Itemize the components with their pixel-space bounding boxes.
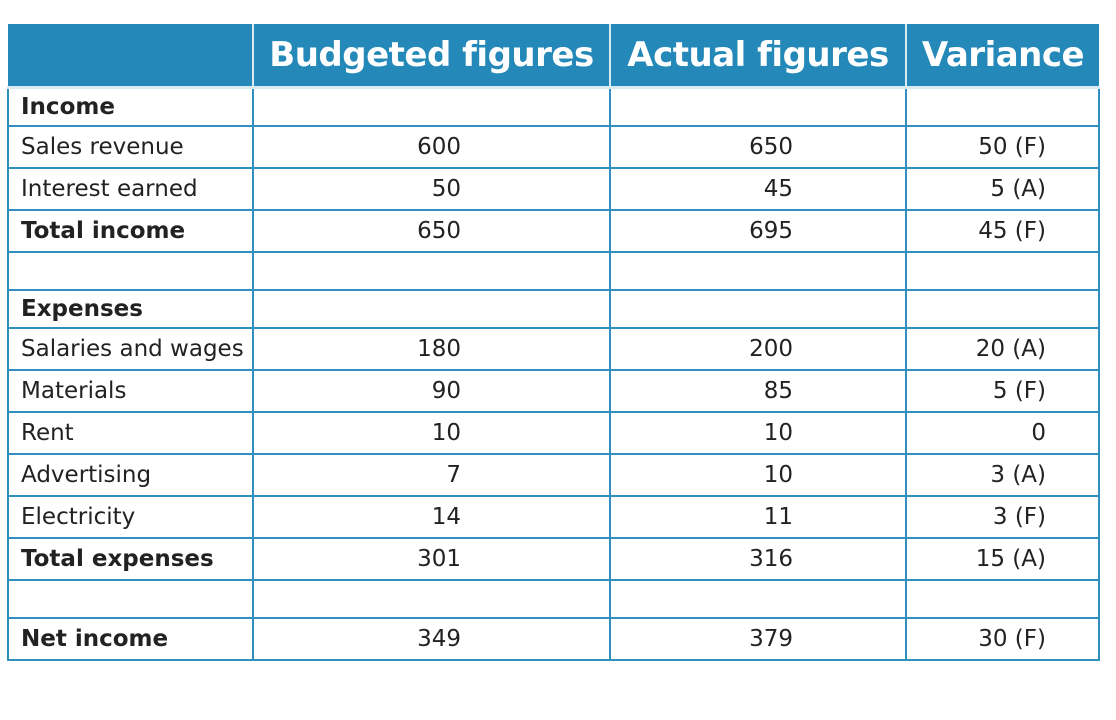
table-row: Interest earned 50 45 5 (A) [7, 166, 1100, 211]
header-cell-budgeted: Budgeted figures [252, 24, 610, 89]
budgeted-value-cell [252, 250, 611, 291]
row-label-cell: Expenses [7, 288, 254, 329]
table-row: Net income 349 379 30 (F) [7, 616, 1100, 661]
row-label-cell: Income [7, 86, 254, 127]
budgeted-value-cell: 600 [252, 124, 611, 169]
table-row: Electricity 14 11 3 (F) [7, 494, 1100, 539]
row-label-cell: Sales revenue [7, 124, 254, 169]
budgeted-value-cell [252, 578, 611, 619]
budgeted-value-cell: 14 [252, 494, 611, 539]
row-label-cell: Net income [7, 616, 254, 661]
table-row: Total income 650 695 45 (F) [7, 208, 1100, 253]
row-label-cell: Interest earned [7, 166, 254, 211]
budgeted-value-cell [252, 86, 611, 127]
variance-value-cell [905, 250, 1100, 291]
budgeted-value-cell: 301 [252, 536, 611, 581]
budgeted-value-cell: 180 [252, 326, 611, 371]
actual-value-cell: 85 [609, 368, 907, 413]
budgeted-value-cell: 7 [252, 452, 611, 497]
actual-value-cell: 10 [609, 452, 907, 497]
table-row: Total expenses 301 316 15 (A) [7, 536, 1100, 581]
actual-value-cell: 650 [609, 124, 907, 169]
variance-value-cell [905, 578, 1100, 619]
actual-value-cell: 10 [609, 410, 907, 455]
variance-value-cell: 3 (A) [905, 452, 1100, 497]
row-label-cell: Advertising [7, 452, 254, 497]
variance-value-cell: 15 (A) [905, 536, 1100, 581]
table-row [7, 250, 1100, 291]
actual-value-cell: 45 [609, 166, 907, 211]
row-label-cell: Total income [7, 208, 254, 253]
variance-value-cell [905, 86, 1100, 127]
row-label-cell: Total expenses [7, 536, 254, 581]
row-label-cell: Salaries and wages [7, 326, 254, 371]
actual-value-cell [609, 250, 907, 291]
actual-value-cell: 379 [609, 616, 907, 661]
actual-value-cell: 11 [609, 494, 907, 539]
variance-value-cell: 20 (A) [905, 326, 1100, 371]
budget-variance-table: Budgeted figures Actual figures Variance… [7, 24, 1100, 661]
row-label-cell [7, 578, 254, 619]
variance-value-cell: 30 (F) [905, 616, 1100, 661]
row-label-cell: Electricity [7, 494, 254, 539]
budgeted-value-cell [252, 288, 611, 329]
table-row: Advertising 7 10 3 (A) [7, 452, 1100, 497]
variance-value-cell: 0 [905, 410, 1100, 455]
header-cell-variance: Variance [905, 24, 1099, 89]
variance-value-cell: 50 (F) [905, 124, 1100, 169]
header-row: Budgeted figures Actual figures Variance [8, 24, 1099, 89]
table-body: Income Sales revenue 600 650 50 (F) Interest … [7, 86, 1100, 661]
budgeted-value-cell: 50 [252, 166, 611, 211]
table-row: Rent 10 10 0 [7, 410, 1100, 455]
row-label-cell: Rent [7, 410, 254, 455]
variance-value-cell: 3 (F) [905, 494, 1100, 539]
row-label-cell [7, 250, 254, 291]
variance-value-cell [905, 288, 1100, 329]
budgeted-value-cell: 90 [252, 368, 611, 413]
budgeted-value-cell: 10 [252, 410, 611, 455]
variance-value-cell: 45 (F) [905, 208, 1100, 253]
header-cell-actual: Actual figures [609, 24, 906, 89]
actual-value-cell: 316 [609, 536, 907, 581]
table-row: Sales revenue 600 650 50 (F) [7, 124, 1100, 169]
table-row: Materials 90 85 5 (F) [7, 368, 1100, 413]
actual-value-cell: 695 [609, 208, 907, 253]
budgeted-value-cell: 349 [252, 616, 611, 661]
actual-value-cell: 200 [609, 326, 907, 371]
variance-value-cell: 5 (A) [905, 166, 1100, 211]
table-row: Income [7, 86, 1100, 127]
budgeted-value-cell: 650 [252, 208, 611, 253]
header-cell-label [8, 24, 253, 89]
row-label-cell: Materials [7, 368, 254, 413]
variance-value-cell: 5 (F) [905, 368, 1100, 413]
actual-value-cell [609, 86, 907, 127]
actual-value-cell [609, 578, 907, 619]
table-row: Salaries and wages 180 200 20 (A) [7, 326, 1100, 371]
table-row [7, 578, 1100, 619]
actual-value-cell [609, 288, 907, 329]
table-row: Expenses [7, 288, 1100, 329]
